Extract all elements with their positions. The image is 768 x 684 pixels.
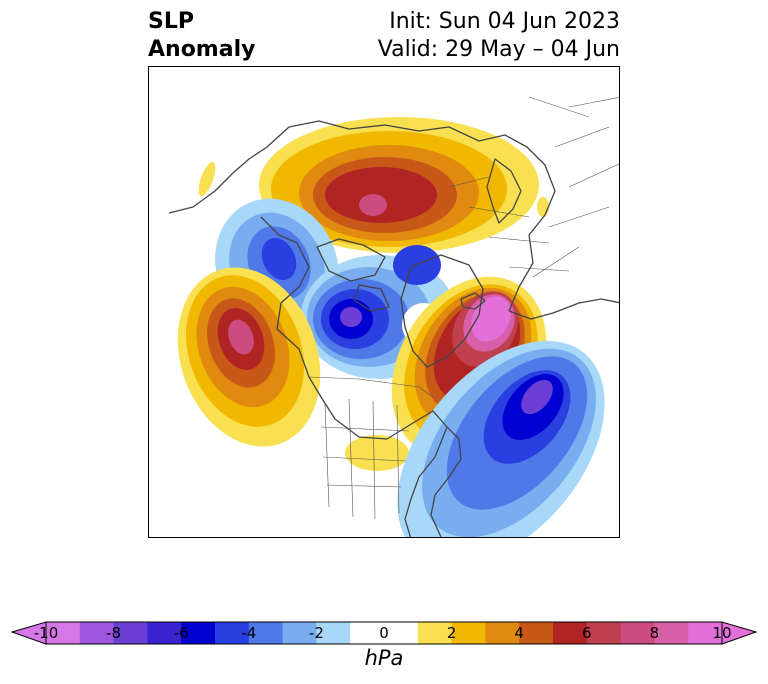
arctic-high-5 xyxy=(325,167,437,223)
colorbar-cell xyxy=(181,622,216,644)
canada-low-6 xyxy=(340,307,362,327)
colorbar-cell xyxy=(654,622,689,644)
colorbar-cell xyxy=(350,622,385,644)
us-east-coast xyxy=(430,426,462,537)
greenland-coast xyxy=(400,254,484,368)
siberia-high-spot xyxy=(198,161,216,197)
map-svg xyxy=(168,96,619,537)
colorbar-cells xyxy=(46,622,723,644)
colorbar-tick-label: -4 xyxy=(241,624,257,642)
europe-borders xyxy=(448,163,619,278)
colorbar-tick-label: 4 xyxy=(514,624,524,642)
colorbar-outline xyxy=(45,621,723,645)
east-high-spot xyxy=(537,197,549,217)
colorbar-tick-label: 6 xyxy=(582,624,592,642)
us-high xyxy=(345,435,409,471)
north-america-coast xyxy=(260,216,448,537)
colorbar-cell xyxy=(215,622,250,644)
colorbar-tick-label: 0 xyxy=(379,624,389,642)
valid-range: Valid: 29 May – 04 Jun xyxy=(377,37,620,62)
colorbar-cell xyxy=(79,622,115,644)
anomaly-fill xyxy=(177,117,605,537)
iceland xyxy=(460,292,486,310)
colorbar-tick-label: 2 xyxy=(446,624,457,642)
asia-borders xyxy=(528,96,619,148)
colorbar-cell xyxy=(147,622,182,644)
arctic-islands xyxy=(316,238,390,312)
colorbar-tick-label: -8 xyxy=(106,624,122,642)
arctic-high-6 xyxy=(359,194,387,216)
europe-coast xyxy=(508,298,619,320)
date-info: Init: Sun 04 Jun 2023 Valid: 29 May – 04… xyxy=(378,8,620,64)
bering-low-4 xyxy=(261,237,297,281)
title-line-2: Anomaly xyxy=(148,37,256,62)
coastlines xyxy=(168,120,619,537)
colorbar-cell xyxy=(113,622,148,644)
asia-far-east xyxy=(168,126,290,214)
colorbar-cell xyxy=(485,622,520,644)
init-date: Init: Sun 04 Jun 2023 xyxy=(389,9,620,34)
colorbar-cell xyxy=(519,622,554,644)
state-borders xyxy=(320,398,410,520)
colorbar-cell xyxy=(553,622,588,644)
colorbar-tick-label: 10 xyxy=(712,624,732,642)
eurasia-coast xyxy=(288,120,556,312)
colorbar-cell xyxy=(384,622,419,644)
colorbar-unit: hPa xyxy=(364,646,404,670)
canada-us-border xyxy=(308,376,434,398)
colorbar-cell xyxy=(620,622,655,644)
colorbar xyxy=(10,621,758,645)
colorbar-cell xyxy=(316,622,351,644)
colorbar-cell xyxy=(248,622,284,644)
colorbar-cell xyxy=(586,622,622,644)
colorbar-tick-label: -6 xyxy=(173,624,189,642)
colorbar-cell xyxy=(688,622,723,644)
atlantic-low-6 xyxy=(521,379,553,415)
borders xyxy=(308,96,619,520)
greenland-high-core xyxy=(471,296,511,342)
colorbar-cell xyxy=(417,622,453,644)
pacific-high-6 xyxy=(228,319,254,355)
chart-title: SLP Anomaly xyxy=(148,8,255,64)
colorbar-tick-label: -2 xyxy=(308,624,324,642)
title-line-1: SLP xyxy=(148,9,194,34)
colorbar-cell xyxy=(46,622,81,644)
colorbar-cell xyxy=(282,622,317,644)
colorbar-cell xyxy=(451,622,486,644)
colorbar-tick-label: -10 xyxy=(33,624,59,642)
scandinavia-coast xyxy=(486,158,522,224)
anomaly-map xyxy=(148,66,620,538)
colorbar-tick-label: 8 xyxy=(649,624,660,642)
